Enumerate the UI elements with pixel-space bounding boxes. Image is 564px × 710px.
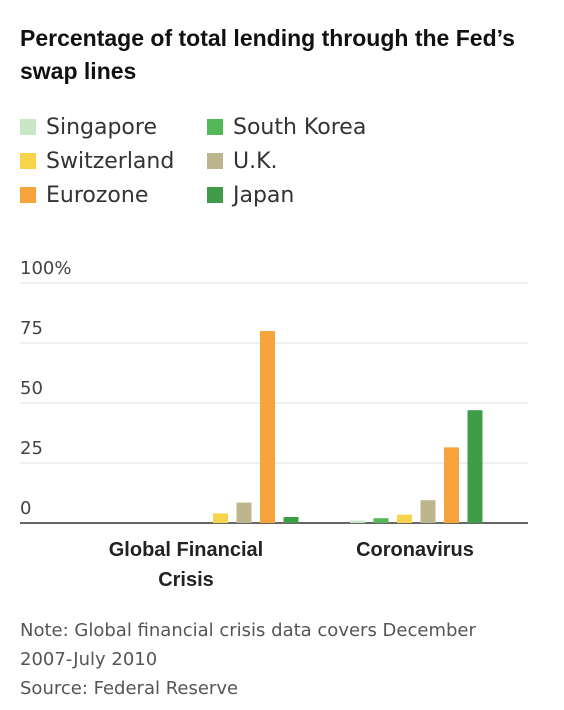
legend-item-uk: U.K. [207,146,278,176]
legend-item-south-korea: South Korea [207,112,366,142]
legend-swatch-uk [207,153,223,169]
bar-south-korea [373,518,389,523]
y-tick-label: 50 [20,378,43,399]
legend-swatch-south-korea [207,119,223,135]
note-line-2: 2007-July 2010 [20,649,158,670]
legend-label-japan: Japan [233,182,295,208]
bar-eurozone [260,331,275,523]
note-line-1: Note: Global financial crisis data cover… [20,620,476,641]
legend-item-switzerland: Switzerland [20,146,174,176]
legend-item-japan: Japan [207,180,294,210]
legend-item-eurozone: Eurozone [20,180,148,210]
legend-swatch-singapore [20,119,36,135]
bar-eurozone [444,447,459,523]
bar-u-k [420,500,436,523]
x-category-label: Crisis [158,569,214,591]
legend-item-singapore: Singapore [20,112,157,142]
y-tick-label: 0 [20,498,31,519]
chart-title: Percentage of total lending through the … [20,25,515,84]
bar-japan [467,410,483,523]
bar-chart: 0 25 50 75 100% Global Financial Crisis Coronav… [20,258,528,591]
y-tick-label: 75 [20,318,43,339]
y-tick-label: 100% [20,258,71,279]
bar-switzerland [397,514,412,523]
source-line: Source: Federal Reserve [20,678,239,699]
legend-label-switzerland: Switzerland [46,148,175,174]
legend-swatch-switzerland [20,153,36,169]
legend-label-eurozone: Eurozone [46,182,149,208]
x-category-label: Global Financial [109,539,263,561]
bar-u-k [236,502,252,523]
legend-swatch-eurozone [20,187,36,203]
legend-label-singapore: Singapore [46,114,157,140]
bar-singapore [350,520,365,523]
legend-label-uk: U.K. [233,148,278,174]
bar-switzerland [213,513,228,523]
y-tick-label: 25 [20,438,43,459]
legend-swatch-japan [207,187,223,203]
bar-japan [283,517,299,523]
legend-label-south-korea: South Korea [233,114,367,140]
chart-note: Note: Global financial crisis data cover… [20,616,540,703]
x-category-label: Coronavirus [356,539,474,561]
